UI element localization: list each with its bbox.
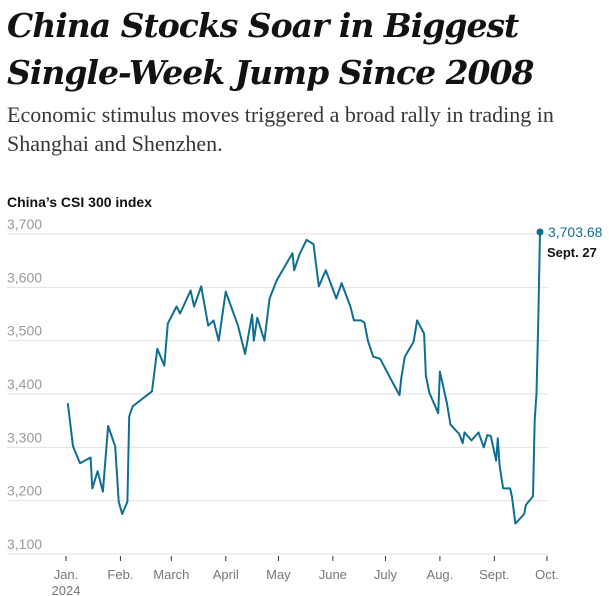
y-tick-label: 3,600 xyxy=(7,269,42,285)
y-tick-label: 3,400 xyxy=(7,376,42,392)
x-tick-label: Sept. xyxy=(479,567,509,582)
x-year-label: 2024 xyxy=(52,583,81,596)
last-value-dot xyxy=(536,228,544,236)
last-value-label: 3,703.68 xyxy=(548,224,603,240)
y-tick-label: 3,200 xyxy=(7,483,42,499)
subheadline: Economic stimulus moves triggered a broa… xyxy=(7,102,554,156)
x-tick-label: April xyxy=(213,567,239,582)
last-date-label: Sept. 27 xyxy=(547,245,597,260)
x-tick-label: May xyxy=(266,567,291,582)
y-tick-label: 3,100 xyxy=(7,536,42,552)
chart-title: China’s CSI 300 index xyxy=(7,194,152,210)
index-line xyxy=(66,231,541,525)
x-tick-label: March xyxy=(153,567,189,582)
headline: China Stocks Soar in Biggest Single-Week… xyxy=(7,6,534,92)
x-tick-label: Feb. xyxy=(107,567,133,582)
y-tick-label: 3,500 xyxy=(7,323,42,339)
x-tick-label: Oct. xyxy=(535,567,559,582)
y-tick-label: 3,700 xyxy=(7,216,42,232)
x-tick-label: June xyxy=(319,567,347,582)
x-tick-label: Jan. xyxy=(54,567,79,582)
x-tick-label: Aug. xyxy=(427,567,454,582)
x-tick-label: July xyxy=(374,567,398,582)
y-tick-label: 3,300 xyxy=(7,429,42,445)
